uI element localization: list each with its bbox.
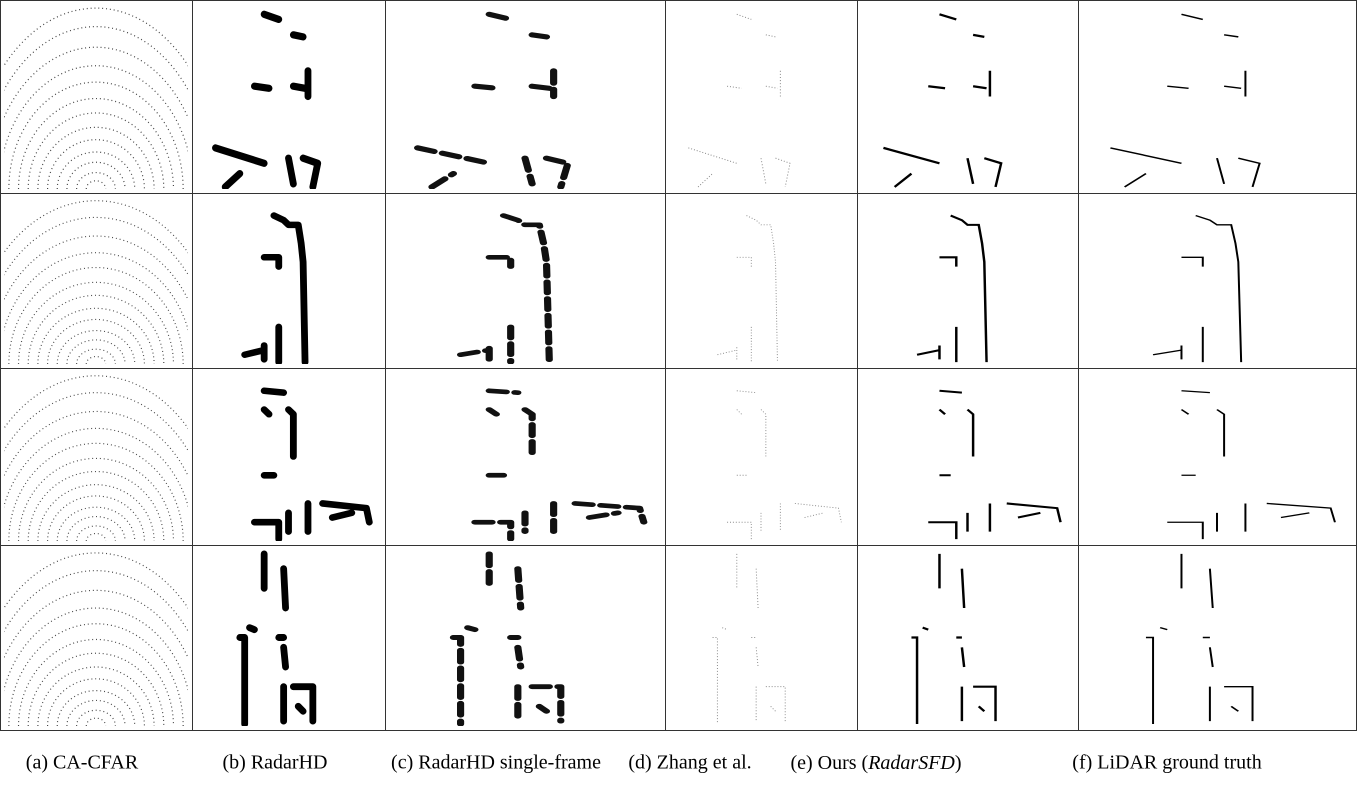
caption: (a) CA-CFAR — [26, 752, 139, 774]
image-cell — [858, 194, 1079, 369]
image-cell — [1, 1, 193, 194]
image-cell — [1079, 194, 1357, 369]
image-cell — [1, 369, 193, 546]
image-cell — [1, 194, 193, 369]
image-cell — [193, 546, 386, 731]
image-cell — [666, 1, 858, 194]
image-cell — [1, 546, 193, 731]
caption-part: (e) Ours ( — [790, 752, 868, 774]
image-cell — [1079, 1, 1357, 194]
caption-part: RadarSFD — [867, 752, 955, 774]
image-cell — [1079, 546, 1357, 731]
caption: (d) Zhang et al. — [628, 752, 751, 774]
image-grid — [0, 1, 1357, 731]
image-cell — [666, 194, 858, 369]
image-cell — [386, 546, 666, 731]
image-cell — [666, 369, 858, 546]
figure: (a) CA-CFAR (b) RadarHD (c) RadarHD sing… — [0, 0, 1357, 793]
caption: (c) RadarHD single-frame — [391, 752, 601, 774]
image-cell — [386, 194, 666, 369]
image-cell — [858, 546, 1079, 731]
image-cell — [193, 194, 386, 369]
image-cell — [666, 546, 858, 731]
caption: (b) RadarHD — [223, 752, 328, 774]
caption: (f) LiDAR ground truth — [1072, 752, 1261, 774]
caption-part: ) — [955, 752, 962, 774]
caption: (e) Ours (RadarSFD) — [790, 752, 961, 774]
